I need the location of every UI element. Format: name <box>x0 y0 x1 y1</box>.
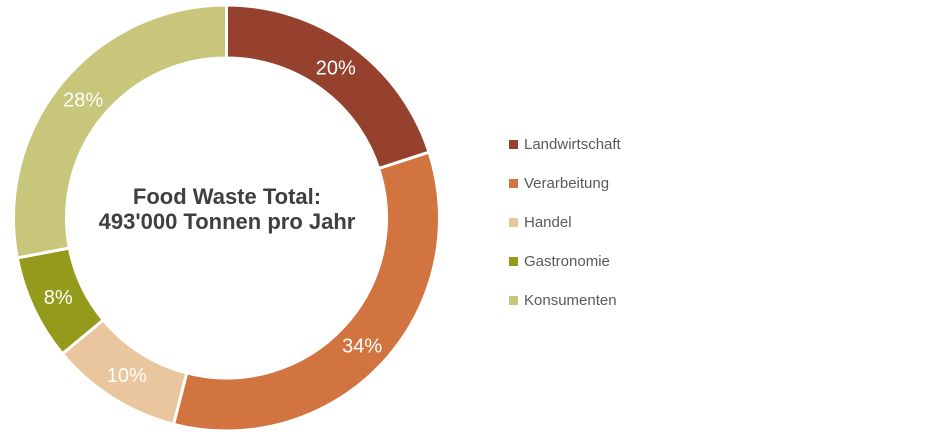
legend-swatch-landwirtschaft <box>509 140 518 149</box>
legend-item-gastronomie: Gastronomie <box>509 251 621 272</box>
legend-label-verarbeitung: Verarbeitung <box>524 175 610 192</box>
legend-swatch-verarbeitung <box>509 179 518 188</box>
data-label-gastronomie: 8% <box>44 287 73 309</box>
donut-segment-landwirtschaft <box>225 3 431 171</box>
data-label-konsumenten: 28% <box>63 89 103 111</box>
center-label-line2: 493'000 Tonnen pro Jahr <box>98 209 356 234</box>
data-label-landwirtschaft: 20% <box>316 58 356 80</box>
data-label-verarbeitung: 34% <box>342 335 382 357</box>
legend-item-landwirtschaft: Landwirtschaft <box>509 134 621 155</box>
donut-center-label: Food Waste Total: 493'000 Tonnen pro Jah… <box>99 184 356 234</box>
legend-item-handel: Handel <box>509 212 621 233</box>
legend-swatch-gastronomie <box>509 257 518 266</box>
legend-item-verarbeitung: Verarbeitung <box>509 173 621 194</box>
legend-label-handel: Handel <box>524 214 572 231</box>
donut-chart: 20% 34% 10% 8% 28% <box>12 3 441 433</box>
legend-label-konsumenten: Konsumenten <box>524 292 617 309</box>
chart-legend: Landwirtschaft Verarbeitung Handel Gastr… <box>509 134 621 311</box>
data-label-handel: 10% <box>107 365 147 387</box>
legend-label-gastronomie: Gastronomie <box>524 253 610 270</box>
center-label-line1: Food Waste Total: <box>132 184 322 209</box>
legend-swatch-handel <box>509 218 518 227</box>
donut-segment-verarbeitung <box>172 150 441 433</box>
legend-swatch-konsumenten <box>509 296 518 305</box>
legend-item-konsumenten: Konsumenten <box>509 290 621 311</box>
donut-segment-konsumenten <box>12 3 228 260</box>
legend-label-landwirtschaft: Landwirtschaft <box>524 136 621 153</box>
